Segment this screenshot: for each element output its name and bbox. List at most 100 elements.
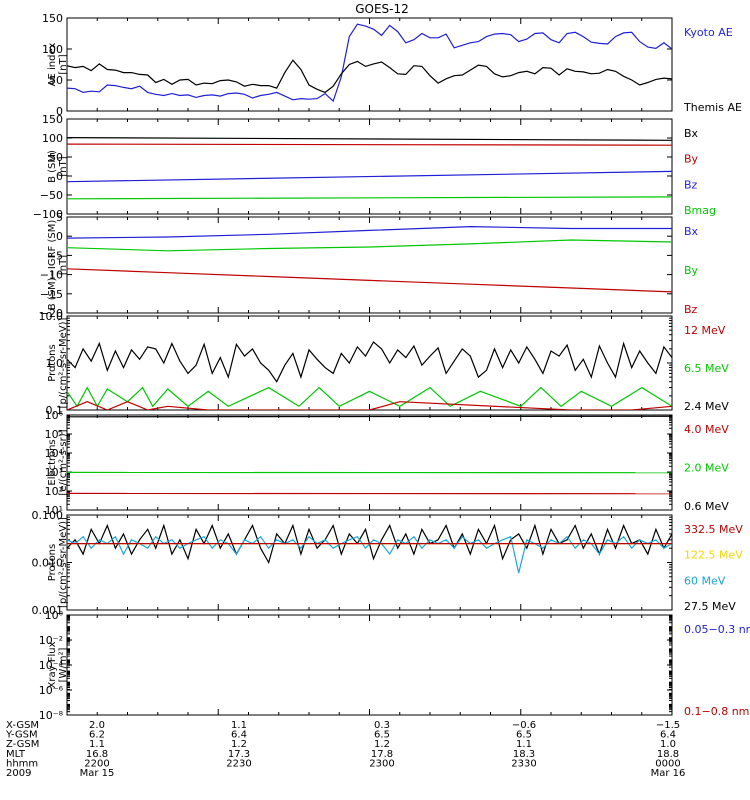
series-blue-line [67,225,672,239]
ephemeris-value: 18.8 [657,749,679,760]
ytick-label: 10⁰ [45,609,64,622]
ytick-label: 50 [49,151,63,164]
ylabel-units: [nT] [58,54,69,74]
ephemeris-value: 0000 [655,758,680,769]
series-red-line [67,143,672,146]
ytick-label: −50 [40,189,63,202]
panel-protons_lo: 0.001 0.010 0.100 Protons [p/(cm²-s-sr-MeV)]… [32,509,744,617]
ylabel: Protons [47,544,58,581]
ephemeris-row-label: Y-GSM [5,730,38,741]
ylabel: Electrons [47,439,58,485]
ylabel-units: [p/(cm²-s-sr-MeV)] [58,517,69,608]
ytick-label: 0 [56,230,63,243]
legend-label: Themis AE [683,101,742,114]
ytick-label: 100 [42,43,63,56]
legend-label: Kyoto AE [684,26,733,39]
ytick-label: 10⁻⁴ [39,659,64,672]
legend-label: 0.1−0.8 nm [684,705,749,718]
ylabel: B (SM)−IGRF (SM) [47,220,58,311]
ytick-label: −10 [40,269,63,282]
ephemeris-value: 0.3 [374,720,390,731]
panel-frame [66,17,673,112]
ytick-label: 10⁻² [39,634,63,647]
ephemeris-value: 2200 [84,758,109,769]
legend-label: Bx [684,225,699,238]
ephemeris-value: 1.1 [516,739,532,750]
ephemeris-value: 6.4 [660,730,676,741]
legend-label: Bz [684,303,698,316]
legend-label: 122.5 MeV [684,549,743,562]
ytick-label: 50 [49,74,63,87]
ephemeris-row-label: 2009 [6,768,31,779]
ytick-label: 10⁻⁸ [39,709,64,722]
ephemeris-row-label: Z-GSM [6,739,39,750]
panel-bsm: −100 −50 0 50 100 150 B (SM) [nT] Bx By Bz Bmag [33,113,716,221]
ephemeris-value: 2.0 [89,720,105,731]
series-green-line [67,196,672,200]
ytick-label: 10⁴ [45,447,64,460]
ytick-label: 10.0 [39,310,64,323]
legend-label: 4.0 MeV [684,423,729,436]
ephemeris-value: 2230 [226,758,251,769]
ephemeris-value: 6.2 [89,730,105,741]
ytick-label: 1.0 [46,357,64,370]
ytick-label: 10³ [45,466,63,479]
legend-label: Bx [684,127,699,140]
legend-label: 27.5 MeV [684,600,736,613]
legend-label: 0.6 MeV [684,500,729,513]
series-black-line [67,341,672,383]
chart-title: GOES-12 [355,2,409,16]
ephemeris-value: Mar 15 [80,768,115,779]
legend-label: 2.0 MeV [684,462,729,475]
ephemeris-value: 18.3 [513,749,535,760]
ephemeris-value: 17.3 [228,749,250,760]
panel-protons_hi: 0.1 1.0 10.0 Protons [p/(cm²-s-sr-MeV)] 12 Me… [39,310,730,417]
ylabel: Protons [47,344,58,381]
ephemeris-value: 1.2 [374,739,390,750]
ephemeris-value: 17.8 [371,749,393,760]
panel-electrons: 10¹ 10² 10³ 10⁴ 10⁵ 10⁶ Electrons [e/(cm²-s-sr)… [45,409,730,517]
legend-label: By [684,264,699,277]
ytick-label: 10⁵ [45,428,63,441]
ytick-label: −100 [33,208,63,221]
legend-label: By [684,153,699,166]
legend-label: 332.5 MeV [684,523,743,536]
panel-frame [66,614,673,716]
ytick-label: 10² [45,485,63,498]
legend-label: 2.4 MeV [684,400,729,413]
series-blue-line [67,23,672,103]
series-green-line [67,239,672,252]
ylabel-units: [p/(cm²-s-sr-MeV)] [58,317,69,408]
ylabel-units: [nT] [58,156,69,176]
ylabel-units: [W/m²] [58,647,69,682]
ephemeris-value: 6.4 [231,730,247,741]
ephemeris-row-label: MLT [6,749,26,760]
ytick-label: −20 [40,307,63,320]
panel-frame [66,118,673,215]
panel-frame [66,216,673,314]
legend-label: Bz [684,178,698,191]
ephemeris-value: Mar 16 [651,768,686,779]
series-red-line [67,268,672,293]
ytick-label: 0.100 [32,509,64,522]
legend-label: 0.05−0.3 nm [684,623,750,636]
ephemeris-value: −1.5 [656,720,680,731]
ephemeris-value: 2330 [511,758,536,769]
ephemeris-value: 6.5 [516,730,532,741]
ytick-label: 0.1 [46,404,64,417]
ylabel: Xray Flux [47,641,58,688]
ytick-label: −15 [40,288,63,301]
panel-frame [66,514,673,611]
ytick-label: 150 [42,12,63,25]
ephemeris-value: 1.2 [231,739,247,750]
ephemeris-value: 16.8 [86,749,108,760]
ytick-label: 0.010 [32,557,64,570]
ephemeris-value: 1.0 [660,739,676,750]
ytick-label: 100 [42,132,63,145]
ephemeris-row-label: hhmm [6,758,38,769]
series-black-line [67,137,672,141]
ephemeris-value: −0.6 [512,720,536,731]
ytick-label: 10¹ [45,504,63,517]
